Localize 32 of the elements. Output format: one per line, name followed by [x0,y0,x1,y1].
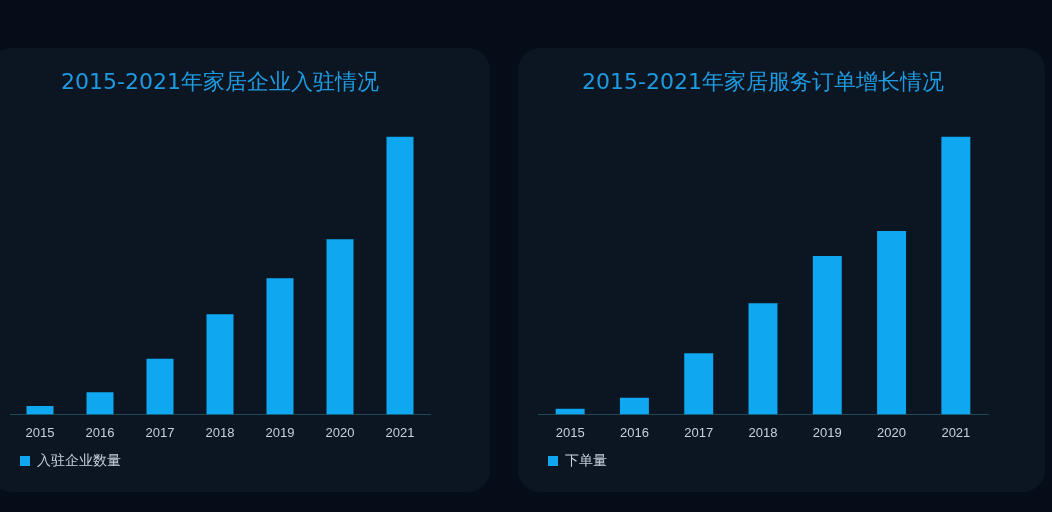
x-tick-label: 2020 [877,424,907,440]
x-tick-label: 2021 [385,424,415,440]
bar [555,408,585,415]
x-tick-label: 2018 [205,424,235,440]
bar [326,239,354,415]
bar [266,278,294,415]
bar [812,255,842,415]
legend-label: 下单量 [565,451,607,468]
chart-title: 2015-2021年家居企业入驻情况 [61,68,379,94]
x-tick-label: 2016 [619,424,649,440]
bar [877,230,907,415]
bar [86,392,114,415]
bar [748,303,778,415]
x-tick-label: 2019 [265,424,295,440]
x-tick-label: 2021 [941,424,971,440]
x-tick-label: 2018 [748,424,778,440]
bar [619,397,649,415]
chart-title: 2015-2021年家居服务订单增长情况 [582,68,944,94]
bar [684,353,714,415]
x-tick-label: 2020 [325,424,355,440]
legend-label: 入驻企业数量 [37,451,121,468]
bar [941,136,971,415]
bar [146,358,174,415]
bar [206,314,234,415]
x-tick-label: 2017 [145,424,175,440]
bar [26,406,54,415]
bar [386,136,414,415]
x-tick-label: 2017 [684,424,714,440]
x-tick-label: 2019 [812,424,842,440]
x-tick-label: 2015 [25,424,55,440]
x-tick-label: 2015 [555,424,585,440]
x-tick-label: 2016 [85,424,115,440]
